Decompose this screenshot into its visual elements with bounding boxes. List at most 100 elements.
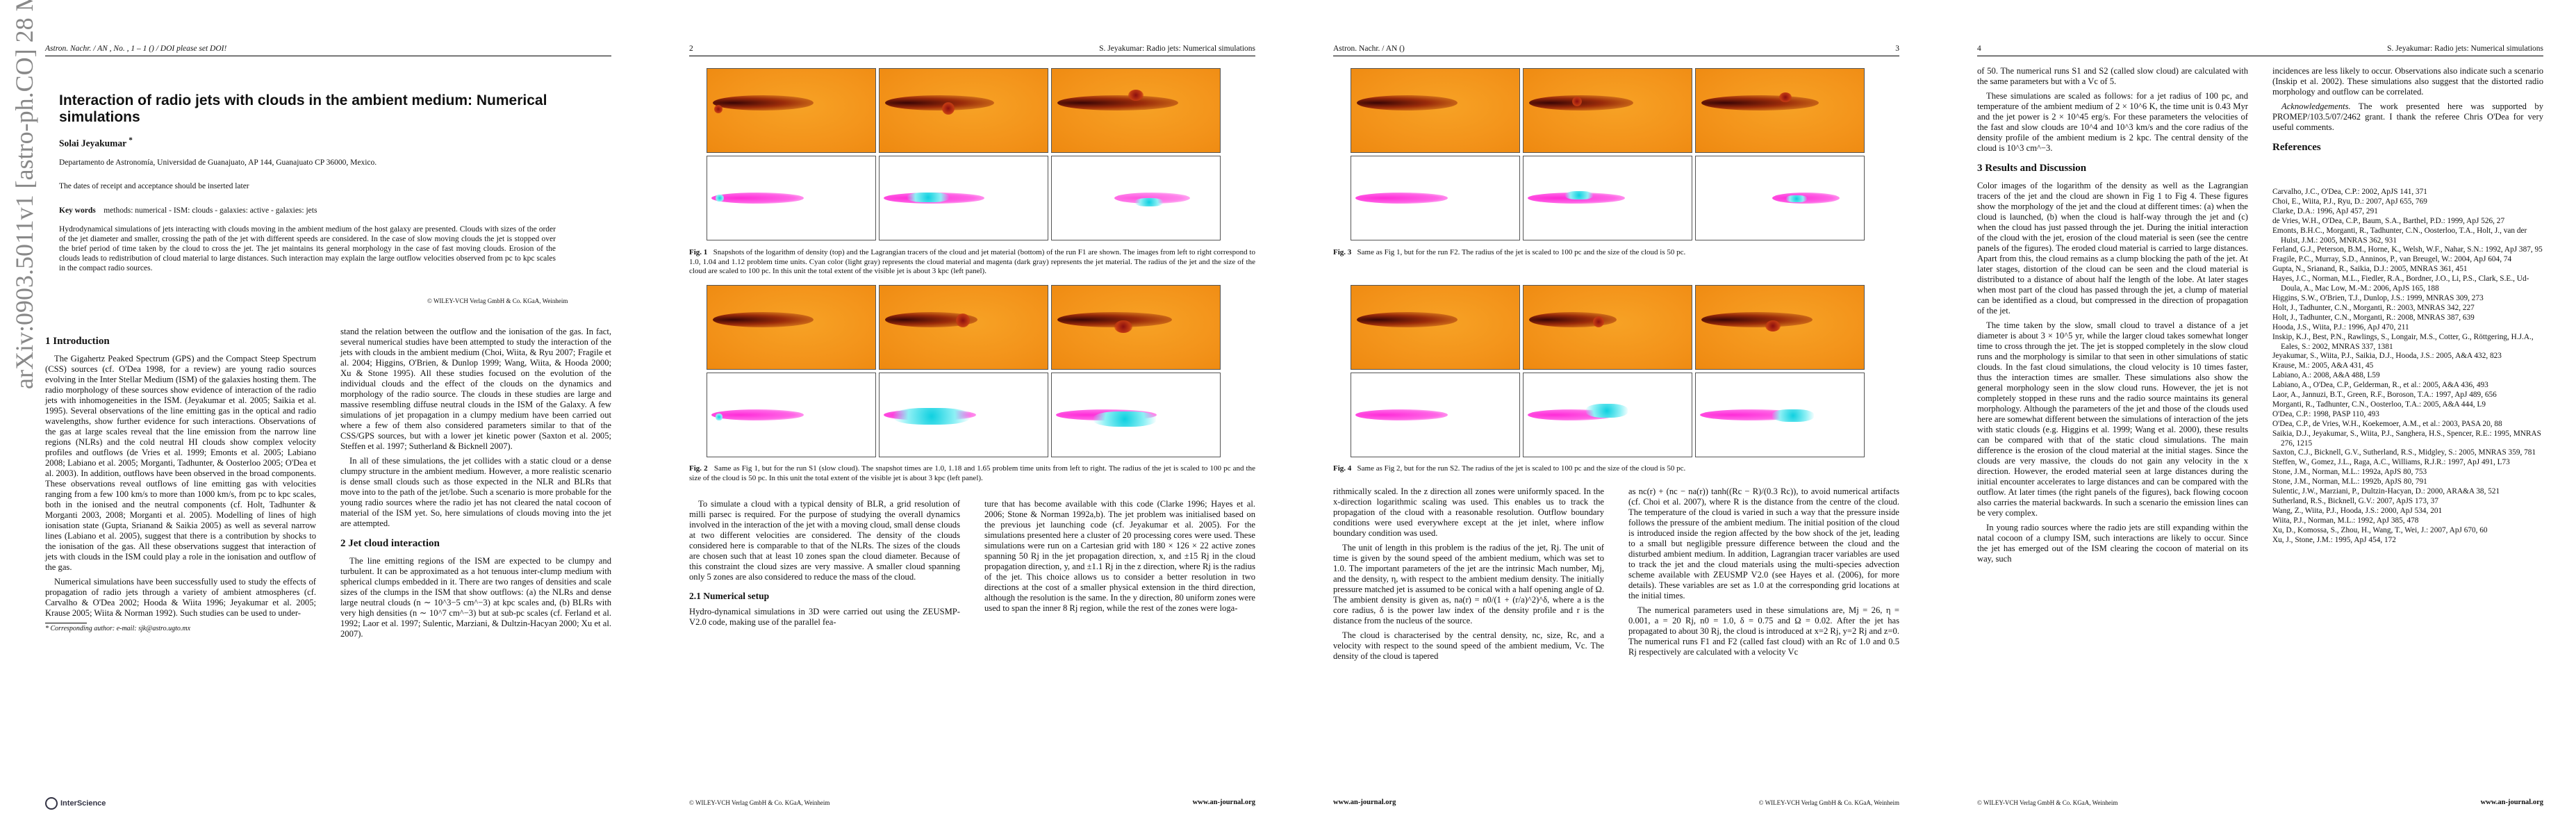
tracer-panel	[707, 156, 876, 240]
figure-2-caption: Fig. 2 Same as Fig 1, but for the run S1…	[689, 464, 1255, 483]
reference-item: Gupta, N., Srianand, R., Saikia, D.J.: 2…	[2272, 265, 2468, 274]
copyright-note: © WILEY-VCH Verlag GmbH & Co. KGaA, Wein…	[427, 297, 568, 304]
reference-item: Laor, A., Jannuzi, B.T., Green, R.F., Bo…	[2272, 391, 2497, 400]
reference-item: Stone, J.M., Norman, M.L.: 1992b, ApJS 8…	[2272, 477, 2427, 486]
figure-3-density-row	[1351, 68, 1865, 153]
paragraph: The unit of length in this problem is th…	[1333, 543, 1604, 626]
figure-3-caption: Fig. 3 Same as Fig 1, but for the run F2…	[1333, 248, 1899, 258]
figure-label: Fig. 2	[689, 464, 708, 473]
reference-item: Saxton, C.J., Bicknell, G.V., Sutherland…	[2272, 448, 2536, 457]
page-header: 4 S. Jeyakumar: Radio jets: Numerical si…	[1977, 44, 2543, 54]
page-3: Astron. Nachr. / AN () 3 Fig. 3 Same as …	[1288, 0, 1932, 834]
copyright-footer: © WILEY-VCH Verlag GmbH & Co. KGaA, Wein…	[1977, 799, 2118, 806]
reference-item: Jeyakumar, S., Wiita, P.J., Saikia, D.J.…	[2272, 352, 2502, 361]
publisher-logo: InterScience	[45, 797, 106, 810]
cloud-tracer	[1565, 191, 1593, 199]
figure-4-density-row	[1351, 285, 1865, 370]
paragraph: as nc(r) + (nc − na(r)) tanh((Rc − R)/(0…	[1628, 486, 1899, 600]
cloud-shape	[1593, 316, 1604, 327]
cloud-tracer	[716, 414, 723, 420]
keywords-label: Key words	[59, 206, 96, 215]
reference-item: Stone, J.M., Norman, M.L.: 1992a, ApJS 8…	[2272, 468, 2427, 477]
right-column: stand the relation between the outflow a…	[340, 327, 611, 644]
reference-item: Saikia, D.J., Jeyakumar, S., Wiita, P.J.…	[2272, 429, 2541, 448]
keywords-text: methods: numerical - ISM: clouds - galax…	[104, 206, 317, 215]
cloud-tracer	[1586, 404, 1628, 418]
left-column: rithmically scaled. In the z direction a…	[1333, 486, 1604, 666]
page-2: 2 S. Jeyakumar: Radio jets: Numerical si…	[644, 0, 1288, 834]
tracer-panel	[1523, 373, 1692, 457]
paragraph: stand the relation between the outflow a…	[340, 327, 611, 451]
cloud-tracer	[893, 408, 970, 425]
paragraph: Color images of the logarithm of the den…	[1977, 181, 2248, 316]
density-panel	[1351, 68, 1520, 153]
page-number: 2	[689, 44, 693, 53]
caption-text: Same as Fig 1, but for the run F2. The r…	[1357, 248, 1686, 256]
jet-tracer	[711, 193, 804, 204]
jet-tracer	[711, 409, 804, 420]
publisher-text: InterScience	[60, 799, 106, 808]
footnote: * Corresponding author: e-mail: sjk@astr…	[45, 625, 191, 632]
jet-shape	[885, 312, 978, 327]
density-panel	[1351, 285, 1520, 370]
reference-item: Morganti, R., Tadhunter, C.N., Oosterloo…	[2272, 400, 2486, 409]
figure-1-tracer-row	[707, 156, 1221, 240]
cloud-shape	[1572, 97, 1582, 106]
subsection-heading: 2.1 Numerical setup	[689, 591, 770, 601]
references-heading: References	[2272, 142, 2321, 153]
reference-item: Hayes, J.C., Norman, M.L., Fiedler, R.A.…	[2272, 275, 2529, 293]
figure-label: Fig. 4	[1333, 464, 1352, 473]
paragraph: The time taken by the slow, small cloud …	[1977, 320, 2248, 518]
tracer-panel	[1695, 156, 1865, 240]
journal-url[interactable]: www.an-journal.org	[1333, 799, 1396, 806]
figure-4-tracer-row	[1351, 373, 1865, 457]
jet-shape	[1701, 312, 1813, 327]
paragraph: In young radio sources where the radio j…	[1977, 523, 2248, 564]
density-panel	[1051, 68, 1221, 153]
reference-item: Clarke, D.A.: 1996, ApJ 457, 291	[2272, 206, 2378, 215]
cloud-tracer	[716, 195, 724, 202]
paragraph: of 50. The numerical runs S1 and S2 (cal…	[1977, 66, 2248, 86]
copyright-text: WILEY-VCH Verlag GmbH & Co. KGaA, Weinhe…	[433, 297, 568, 304]
cloud-shape	[1128, 90, 1143, 101]
reference-item: Xu, J., Stone, J.M.: 1995, ApJ 454, 172	[2272, 535, 2396, 544]
logo-icon	[45, 797, 58, 810]
paragraph: Hydro-dynamical simulations in 3D were c…	[689, 607, 960, 627]
paragraph: ture that has become available with this…	[984, 499, 1255, 613]
cloud-tracer	[907, 193, 949, 202]
reference-item: Holt, J., Tadhunter, C.N., Morganti, R.:…	[2272, 313, 2475, 322]
journal-url[interactable]: www.an-journal.org	[1192, 799, 1255, 806]
reference-item: Krause, M.: 2005, A&A 431, 45	[2272, 361, 2374, 370]
section-heading: 1 Introduction	[45, 336, 110, 347]
density-panel	[1695, 285, 1865, 370]
tracer-panel	[707, 373, 876, 457]
reference-item: O'Dea, C.P., de Vries, W.H., Koekemoer, …	[2272, 419, 2502, 428]
density-panel	[707, 68, 876, 153]
tracer-panel	[1051, 156, 1221, 240]
journal-header: Astron. Nachr. / AN ()	[1333, 44, 1405, 53]
cloud-tracer	[1093, 411, 1156, 427]
reference-item: Steffen, W., Gomez, J.L., Raga, A.C., Wi…	[2272, 458, 2510, 467]
density-panel	[879, 68, 1048, 153]
reference-item: Holt, J., Tadhunter, C.N., Morganti, R.:…	[2272, 303, 2475, 312]
copyright-text: WILEY-VCH Verlag GmbH & Co. KGaA, Weinhe…	[1983, 799, 2118, 806]
running-head: S. Jeyakumar: Radio jets: Numerical simu…	[2387, 44, 2543, 53]
density-panel	[879, 285, 1048, 370]
running-head: S. Jeyakumar: Radio jets: Numerical simu…	[1099, 44, 1255, 53]
cloud-shape	[1779, 92, 1792, 102]
figure-3-tracer-row	[1351, 156, 1865, 240]
jet-shape	[1701, 95, 1819, 111]
paragraph: These simulations are scaled as follows:…	[1977, 91, 2248, 153]
density-panel	[1523, 68, 1692, 153]
jet-tracer	[1355, 409, 1448, 420]
reference-item: de Vries, W.H., O'Dea, C.P., Baum, S.A.,…	[2272, 216, 2505, 225]
cloud-tracer	[1772, 409, 1814, 422]
reference-item: Fragile, P.C., Murray, S.D., Anninos, P.…	[2272, 255, 2512, 264]
cloud-shape	[714, 105, 723, 113]
paragraph: Numerical simulations have been successf…	[45, 577, 316, 618]
paragraph: incidences are less likely to occur. Obs…	[2272, 66, 2543, 97]
copyright-text: WILEY-VCH Verlag GmbH & Co. KGaA, Weinhe…	[695, 799, 830, 806]
affiliation: Departamento de Astronomía, Universidad …	[59, 158, 377, 167]
reference-item: Carvalho, J.C., O'Dea, C.P.: 2002, ApJS …	[2272, 188, 2427, 196]
journal-url[interactable]: www.an-journal.org	[2480, 799, 2543, 806]
